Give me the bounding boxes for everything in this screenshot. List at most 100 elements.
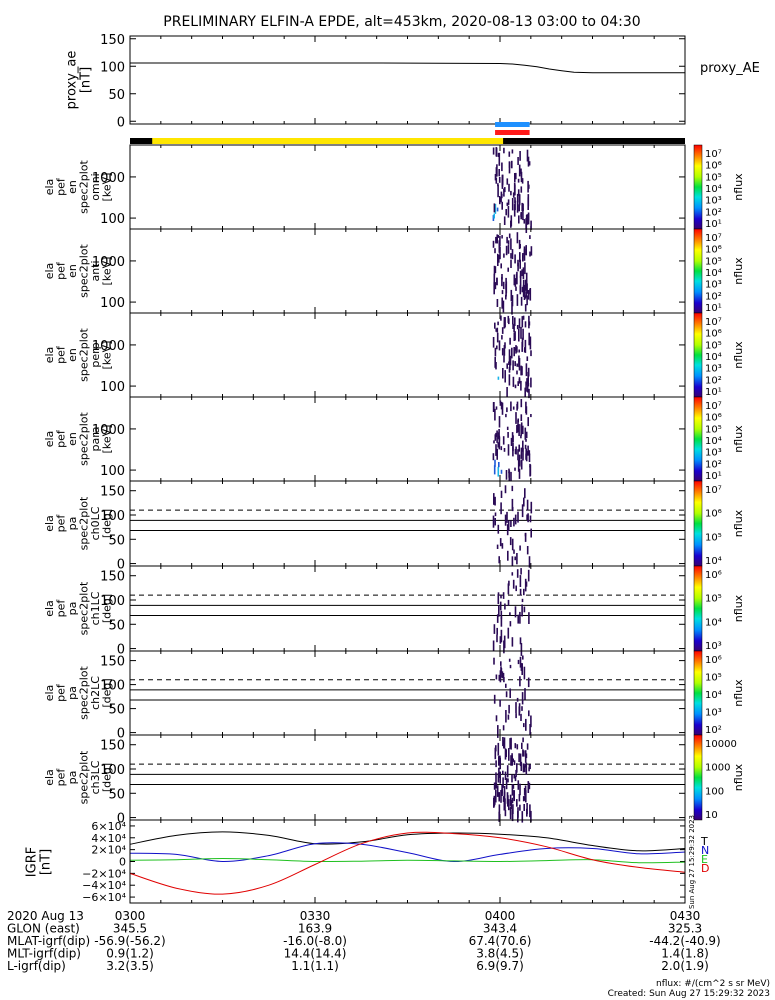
spectrogram-streak bbox=[519, 637, 522, 645]
spectrogram-streak bbox=[522, 328, 524, 340]
spectrogram-streak bbox=[527, 781, 530, 793]
spectrogram-streak bbox=[494, 408, 496, 421]
y-tick-label: 100 bbox=[100, 594, 125, 609]
spectrogram-streak bbox=[508, 799, 510, 811]
spectrogram-streak bbox=[516, 294, 519, 306]
spectrogram-streak bbox=[518, 703, 521, 713]
spectrogram-streak bbox=[508, 161, 511, 168]
colorbar-tick-label: 10¹ bbox=[705, 387, 722, 398]
y-axis-label-line: spec2plot bbox=[78, 750, 91, 804]
colorbar-label-group: nflux bbox=[732, 173, 745, 201]
y-tick-label: 1000 bbox=[92, 423, 125, 438]
spectrogram-streak bbox=[513, 324, 515, 333]
spectrogram-streak bbox=[501, 235, 503, 239]
spectrogram-streak bbox=[502, 368, 504, 379]
colorbar-tick-label: 10⁶ bbox=[705, 413, 722, 424]
spectrogram-streak bbox=[505, 413, 507, 418]
spectrogram-streak bbox=[520, 435, 522, 439]
spectrogram-streak bbox=[500, 615, 503, 627]
spectrogram-streak bbox=[512, 784, 515, 789]
colorbar-tick-label: 10² bbox=[705, 207, 722, 218]
spectrogram-streak bbox=[493, 624, 496, 634]
spectrogram-streak bbox=[520, 399, 523, 408]
spectrogram-streak bbox=[517, 780, 520, 790]
spectrogram-streak bbox=[498, 756, 500, 766]
spectrogram-streak bbox=[523, 246, 526, 255]
spectrogram-streak bbox=[518, 204, 520, 212]
spectrogram-streak bbox=[498, 792, 500, 802]
spectrogram-streak bbox=[529, 235, 531, 239]
spectrogram-streak bbox=[524, 427, 527, 440]
spectrogram-streak bbox=[513, 790, 515, 799]
spectrogram-streak bbox=[501, 335, 503, 340]
spectrogram-streak bbox=[510, 238, 512, 250]
y-axis-label-line: [keV] bbox=[101, 257, 114, 286]
spectrogram-streak bbox=[517, 259, 519, 267]
spectrogram-streak bbox=[530, 501, 533, 514]
spectrogram-streak bbox=[506, 765, 509, 778]
spectrogram-streak bbox=[524, 279, 527, 291]
spectrogram-streak bbox=[527, 445, 529, 456]
spectrogram-streak bbox=[530, 220, 532, 230]
spectrogram-streak bbox=[513, 274, 516, 286]
spectrogram-streak bbox=[514, 173, 516, 183]
spectrogram-streak bbox=[499, 670, 502, 683]
spectrogram-streak bbox=[500, 191, 503, 197]
table-cell: 0300 bbox=[115, 909, 146, 923]
spectrogram-streak bbox=[507, 714, 510, 720]
spectrogram-streak bbox=[497, 152, 500, 157]
spectrogram-frame bbox=[129, 312, 686, 398]
spectrogram-streak bbox=[525, 272, 528, 285]
spectrogram-streak bbox=[523, 219, 526, 224]
spectrogram-streak bbox=[492, 453, 495, 461]
spectrogram-streak bbox=[509, 664, 512, 669]
y-axis-label-line: en bbox=[66, 432, 79, 446]
spectrogram-streak bbox=[495, 789, 497, 803]
y-tick-label: 150 bbox=[100, 570, 125, 585]
table-cell: 3.2(3.5) bbox=[106, 959, 154, 973]
spectrogram-streak bbox=[496, 634, 498, 643]
spectrogram-streak bbox=[501, 274, 503, 280]
colorbar-tick-label: 10⁵ bbox=[705, 340, 722, 351]
y-axis-label-line: anti bbox=[89, 260, 102, 281]
spectrogram-streak bbox=[526, 499, 529, 511]
spectrogram-streak bbox=[513, 204, 516, 217]
spectrogram-frame bbox=[129, 565, 686, 652]
spectrogram-streak bbox=[525, 218, 527, 230]
spectrogram-streak bbox=[524, 304, 527, 312]
spectrogram-streak bbox=[527, 197, 529, 210]
pitch-angle-spectrogram-panel: 150 100 50 0 10⁶ 10⁵ 10⁴ 10³ 10² nflux bbox=[100, 650, 745, 742]
spectrogram-streak bbox=[519, 656, 522, 668]
spectrogram-streak bbox=[502, 672, 505, 679]
spectrogram-streak bbox=[497, 234, 499, 238]
y-tick-label: 0 bbox=[117, 812, 125, 827]
y-tick-label: 2×10⁴ bbox=[91, 844, 126, 857]
y-axis-label-line: [nT] bbox=[38, 849, 53, 875]
spectrogram-streak bbox=[500, 263, 502, 269]
spectrogram-streak bbox=[512, 758, 514, 762]
spectrogram-streak bbox=[500, 469, 503, 474]
y-axis-label-line: [keV] bbox=[101, 341, 114, 370]
spectrogram-streak bbox=[518, 355, 520, 368]
spectrogram-streak bbox=[492, 640, 495, 652]
spectrogram-streak bbox=[516, 363, 518, 367]
spectrogram-streak bbox=[504, 514, 507, 526]
spectrogram-streak bbox=[498, 169, 500, 177]
spectrogram-streak bbox=[516, 370, 518, 375]
spectrogram-streak bbox=[494, 322, 496, 329]
y-axis-label-line: [deg] bbox=[101, 678, 114, 707]
spectrogram-streak bbox=[517, 178, 520, 183]
table-cell: 6.9(9.7) bbox=[476, 959, 524, 973]
spectrogram-streak bbox=[521, 269, 523, 277]
spectrogram-streak bbox=[497, 442, 499, 448]
spectrogram-streak bbox=[519, 275, 522, 287]
spectrogram-streak bbox=[508, 748, 510, 761]
spectrogram-streak bbox=[516, 424, 518, 434]
spectrogram-streak bbox=[523, 765, 526, 773]
spectrogram-streak bbox=[512, 376, 515, 387]
spectrogram-streak bbox=[508, 183, 510, 192]
spectrogram-streak bbox=[503, 253, 505, 258]
